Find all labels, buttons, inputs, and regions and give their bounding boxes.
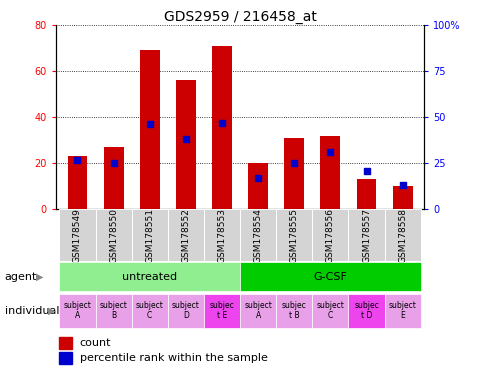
Bar bbox=[59, 294, 95, 328]
Bar bbox=[203, 294, 240, 328]
Text: GSM178554: GSM178554 bbox=[253, 208, 262, 263]
Text: GSM178549: GSM178549 bbox=[73, 208, 82, 263]
Text: subject
B: subject B bbox=[99, 301, 127, 320]
Bar bbox=[95, 209, 131, 261]
Bar bbox=[95, 294, 131, 328]
Point bbox=[398, 182, 406, 189]
Text: untreated: untreated bbox=[122, 272, 177, 282]
Bar bbox=[139, 50, 159, 209]
Text: subjec
t E: subjec t E bbox=[209, 301, 234, 320]
Bar bbox=[384, 294, 420, 328]
Bar bbox=[212, 46, 231, 209]
Text: GSM178558: GSM178558 bbox=[397, 208, 407, 263]
Bar bbox=[167, 294, 203, 328]
Text: percentile rank within the sample: percentile rank within the sample bbox=[79, 353, 267, 363]
Text: ▶: ▶ bbox=[36, 272, 44, 282]
Bar bbox=[384, 209, 420, 261]
Bar bbox=[240, 294, 276, 328]
Text: subjec
t B: subjec t B bbox=[281, 301, 306, 320]
Bar bbox=[60, 352, 72, 364]
Bar bbox=[356, 179, 376, 209]
Text: subject
A: subject A bbox=[244, 301, 272, 320]
Text: subjec
t D: subjec t D bbox=[353, 301, 378, 320]
Text: GSM178550: GSM178550 bbox=[109, 208, 118, 263]
Bar bbox=[248, 163, 268, 209]
Text: GSM178556: GSM178556 bbox=[325, 208, 334, 263]
Bar bbox=[276, 209, 312, 261]
Point bbox=[290, 160, 298, 166]
Bar bbox=[240, 209, 276, 261]
Bar bbox=[67, 156, 87, 209]
Point bbox=[146, 121, 153, 127]
Point bbox=[182, 136, 189, 142]
Text: subject
C: subject C bbox=[136, 301, 163, 320]
Text: GSM178553: GSM178553 bbox=[217, 208, 226, 263]
Bar bbox=[167, 209, 203, 261]
Text: individual: individual bbox=[5, 306, 59, 316]
Bar bbox=[203, 209, 240, 261]
Point bbox=[218, 119, 226, 126]
Text: ▶: ▶ bbox=[48, 306, 55, 316]
Point bbox=[254, 175, 261, 181]
Text: subject
E: subject E bbox=[388, 301, 416, 320]
Bar bbox=[312, 209, 348, 261]
Bar bbox=[59, 262, 240, 291]
Text: subject
C: subject C bbox=[316, 301, 344, 320]
Point bbox=[362, 167, 370, 174]
Bar bbox=[284, 138, 303, 209]
Bar bbox=[131, 209, 167, 261]
Point bbox=[74, 156, 81, 162]
Text: GSM178555: GSM178555 bbox=[289, 208, 298, 263]
Text: subject
A: subject A bbox=[63, 301, 91, 320]
Text: subject
D: subject D bbox=[171, 301, 199, 320]
Text: GSM178551: GSM178551 bbox=[145, 208, 154, 263]
Bar bbox=[104, 147, 123, 209]
Bar bbox=[312, 294, 348, 328]
Bar bbox=[276, 294, 312, 328]
Bar bbox=[176, 80, 196, 209]
Title: GDS2959 / 216458_at: GDS2959 / 216458_at bbox=[163, 10, 316, 24]
Text: count: count bbox=[79, 338, 111, 348]
Bar bbox=[392, 186, 412, 209]
Point bbox=[109, 160, 117, 166]
Point bbox=[326, 149, 333, 155]
Bar bbox=[320, 136, 340, 209]
Bar bbox=[240, 262, 420, 291]
Bar bbox=[59, 209, 95, 261]
Bar bbox=[348, 209, 384, 261]
Text: GSM178552: GSM178552 bbox=[181, 208, 190, 263]
Text: agent: agent bbox=[5, 272, 37, 282]
Bar bbox=[131, 294, 167, 328]
Text: GSM178557: GSM178557 bbox=[362, 208, 370, 263]
Text: G-CSF: G-CSF bbox=[313, 272, 347, 282]
Bar bbox=[60, 337, 72, 349]
Bar bbox=[348, 294, 384, 328]
